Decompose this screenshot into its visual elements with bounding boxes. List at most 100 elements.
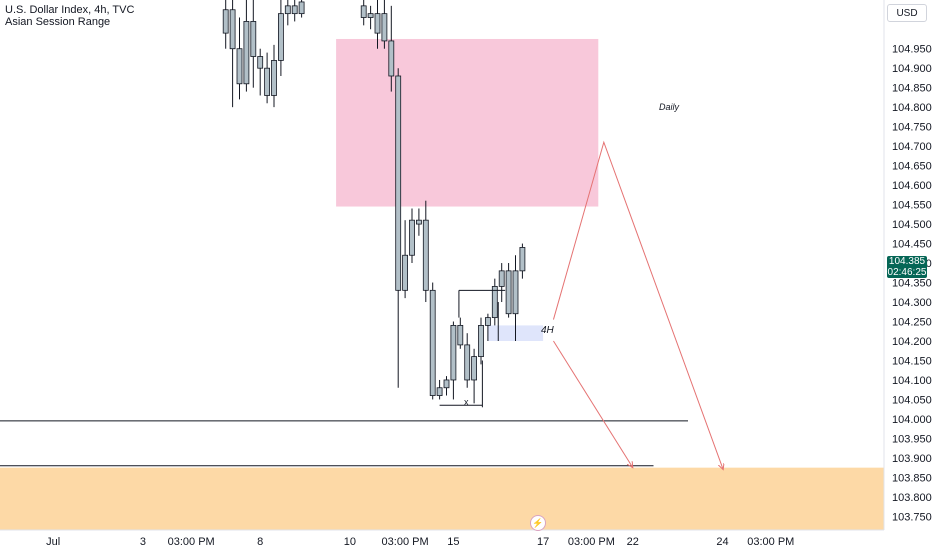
y-tick-label: 103.950 (892, 433, 932, 445)
x-marker-label: x (464, 397, 469, 407)
x-tick-label: 15 (447, 536, 459, 548)
candle-body (264, 67, 271, 96)
x-tick-label: 17 (537, 536, 549, 548)
chart-title: U.S. Dollar Index, 4h, TVC (5, 4, 135, 16)
x-tick-label: 03:00 PM (382, 536, 429, 548)
candle-body (402, 254, 409, 291)
candle-body (250, 21, 257, 57)
candle (277, 0, 284, 76)
candle-body (498, 270, 505, 287)
candle-body (291, 5, 298, 15)
candle (478, 317, 484, 365)
bar-countdown: 02:46:25 (887, 267, 927, 278)
candle-body (257, 56, 264, 69)
candle (388, 5, 395, 92)
candle (298, 0, 305, 18)
x-tick-label: 3 (140, 536, 146, 548)
candle (291, 0, 298, 22)
y-tick-label: 104.050 (892, 394, 932, 406)
y-tick-label: 104.800 (892, 102, 932, 114)
candle (491, 278, 498, 326)
candle (229, 0, 236, 108)
candle-body (422, 219, 429, 291)
candle (422, 200, 429, 303)
candle (498, 263, 505, 303)
candle (443, 376, 450, 396)
y-tick-label: 104.350 (892, 278, 932, 290)
y-tick-label: 104.200 (892, 336, 932, 348)
candle (436, 379, 443, 400)
candle-body (395, 75, 402, 291)
candle (243, 0, 250, 92)
candle (409, 208, 415, 264)
current-price-tag: 104.385 02:46:25 (887, 256, 927, 278)
y-tick-label: 104.850 (892, 83, 932, 95)
candle (395, 68, 402, 388)
candle (257, 48, 264, 96)
zone-daily (336, 38, 599, 207)
x-tick-label: 24 (716, 536, 728, 548)
y-tick-label: 104.650 (892, 161, 932, 173)
candle-body (388, 40, 395, 77)
projection-arrow-secondary (553, 340, 632, 468)
candle-body (298, 1, 305, 15)
daily-zone-label: Daily (659, 102, 680, 112)
candle-body (236, 48, 243, 85)
x-tick-label: 8 (257, 536, 263, 548)
candle-body (415, 219, 422, 225)
candle-body (367, 13, 374, 18)
y-tick-label: 104.300 (892, 297, 932, 309)
candle (457, 317, 464, 349)
h4-zone-label: 4H (541, 325, 554, 336)
candle-body (457, 325, 464, 346)
x-tick-label: Jul (46, 536, 60, 548)
candle-body (229, 9, 236, 50)
y-tick-label: 104.600 (892, 180, 932, 192)
candle (484, 313, 491, 341)
candle-body (505, 270, 512, 315)
candle-body (429, 289, 436, 396)
candle-body (491, 286, 498, 319)
candle (360, 0, 367, 26)
candle (429, 282, 436, 400)
y-tick-label: 103.750 (892, 511, 932, 523)
candle-body (436, 387, 443, 396)
candle (415, 208, 422, 236)
y-tick-label: 104.700 (892, 141, 932, 153)
candle (512, 255, 519, 341)
y-tick-label: 104.900 (892, 63, 932, 75)
current-price-value: 104.385 (888, 256, 926, 267)
candle (264, 52, 271, 104)
y-tick-label: 103.850 (892, 472, 932, 484)
y-tick-label: 104.250 (892, 317, 932, 329)
y-tick-label: 103.900 (892, 453, 932, 465)
candle (381, 0, 388, 49)
candle-body (484, 317, 491, 326)
y-tick-label: 104.450 (892, 239, 932, 251)
y-tick-label: 104.950 (892, 44, 932, 56)
y-tick-label: 104.000 (892, 414, 932, 426)
candle-body (478, 325, 484, 357)
x-tick-label: 22 (627, 536, 639, 548)
candle (284, 0, 291, 26)
candle-body (443, 379, 450, 389)
x-tick-label: 10 (344, 536, 356, 548)
y-tick-label: 104.750 (892, 122, 932, 134)
candle (402, 220, 409, 299)
candle-body (512, 270, 519, 315)
indicator-name[interactable]: Asian Session Range (5, 16, 111, 28)
candle (505, 263, 512, 318)
currency-badge[interactable]: USD (887, 4, 927, 22)
y-tick-label: 104.100 (892, 375, 932, 387)
lightning-icon[interactable]: ⚡ (530, 515, 546, 531)
y-tick-label: 103.800 (892, 492, 932, 504)
candle-body (519, 247, 526, 272)
candle-body (471, 356, 478, 381)
candle (464, 333, 471, 388)
candle-body (409, 219, 415, 256)
x-axis-bg (0, 530, 932, 550)
y-tick-label: 104.500 (892, 219, 932, 231)
candle-body (360, 5, 367, 18)
candle (471, 348, 478, 404)
